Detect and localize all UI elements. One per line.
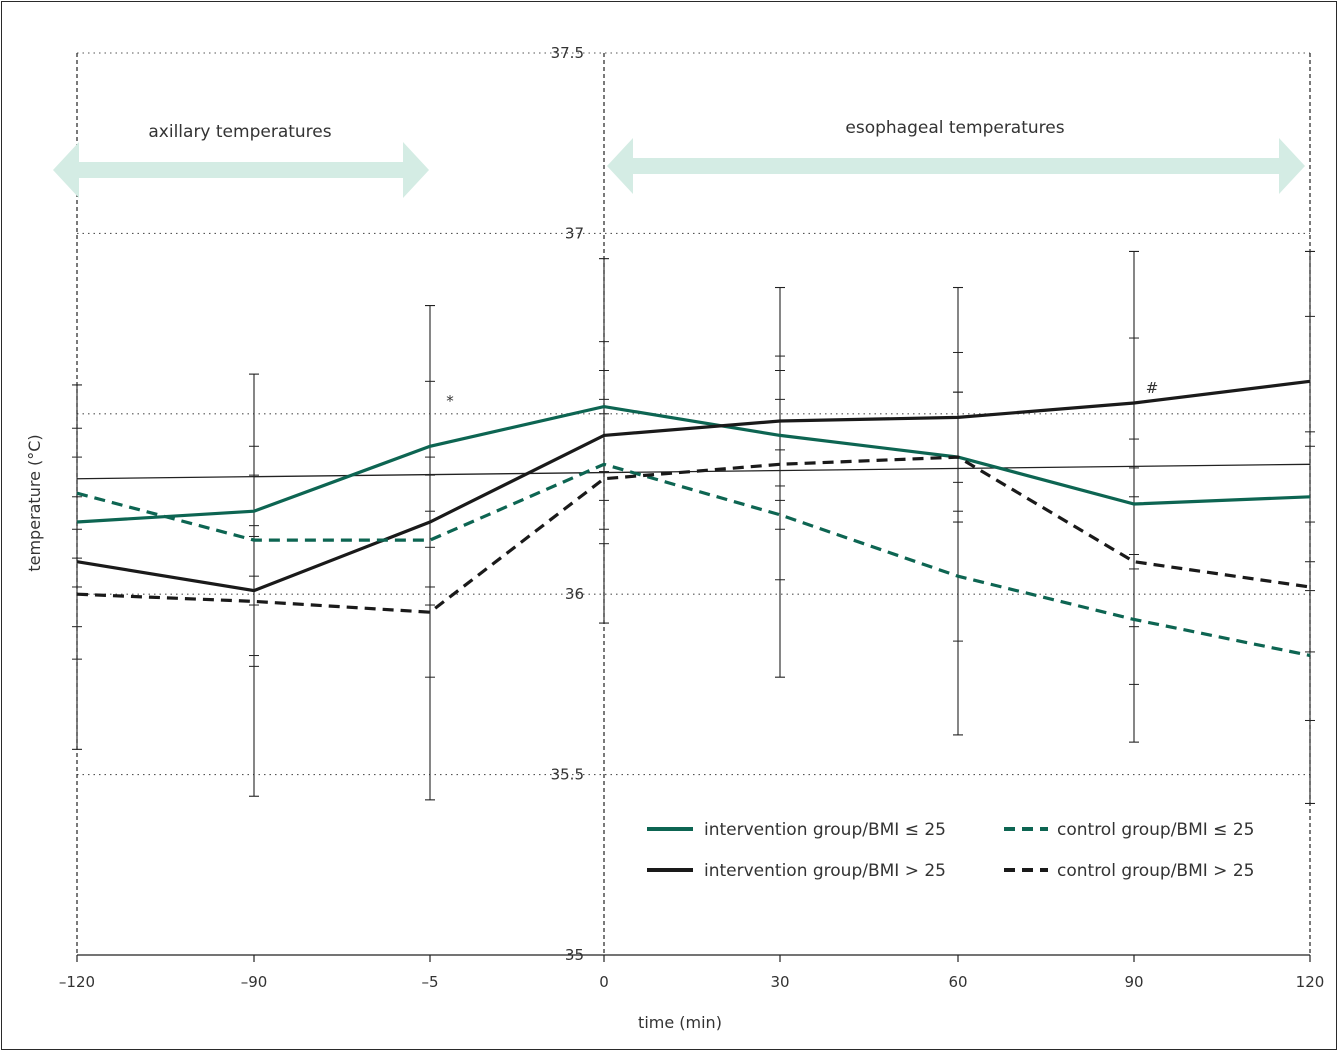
axillary-range-arrow	[53, 142, 429, 198]
y-tick-label-3: 37	[565, 224, 584, 242]
axes: –120 –90 –5 0 30 60 90 120 35 35.5 36 37 37.5	[59, 44, 1324, 991]
x-tick-label-6: 90	[1124, 973, 1143, 991]
x-tick-label-7: 120	[1296, 973, 1325, 991]
y-tick-label-0: 35	[565, 946, 584, 964]
y-tick-label-1: 35.5	[551, 766, 584, 784]
trend-line	[76, 463, 1311, 480]
x-tick-label-2: –5	[421, 973, 438, 991]
y-tick-label-2: 36	[565, 585, 584, 603]
y-tick-label-4: 37.5	[551, 44, 584, 62]
series-line-1	[76, 404, 1311, 524]
error-bars	[72, 250, 1315, 805]
series-line-2	[76, 379, 1311, 593]
axillary-label: axillary temperatures	[148, 122, 331, 142]
series-line-3	[76, 462, 1311, 658]
y-axis-title: temperature (°C)	[25, 434, 44, 571]
significance-star: *	[446, 392, 454, 410]
x-tick-label-3: 0	[599, 973, 609, 991]
x-tick-label-5: 60	[948, 973, 967, 991]
x-tick-label-1: –90	[241, 973, 268, 991]
series-line-4	[76, 455, 1311, 614]
legend: intervention group/BMI ≤ 25 intervention…	[647, 820, 1254, 881]
significance-hash: #	[1146, 379, 1159, 397]
range-arrows	[53, 138, 1305, 198]
series-lines	[76, 379, 1311, 658]
legend-label-3: control group/BMI ≤ 25	[1057, 820, 1254, 840]
legend-label-2: intervention group/BMI > 25	[704, 861, 946, 881]
esophageal-range-arrow	[607, 138, 1305, 194]
x-tick-label-4: 30	[770, 973, 789, 991]
esophageal-label: esophageal temperatures	[845, 118, 1064, 138]
legend-label-4: control group/BMI > 25	[1057, 861, 1254, 881]
x-axis-title: time (min)	[638, 1013, 722, 1032]
x-tick-label-0: –120	[59, 973, 95, 991]
legend-label-1: intervention group/BMI ≤ 25	[704, 820, 946, 840]
